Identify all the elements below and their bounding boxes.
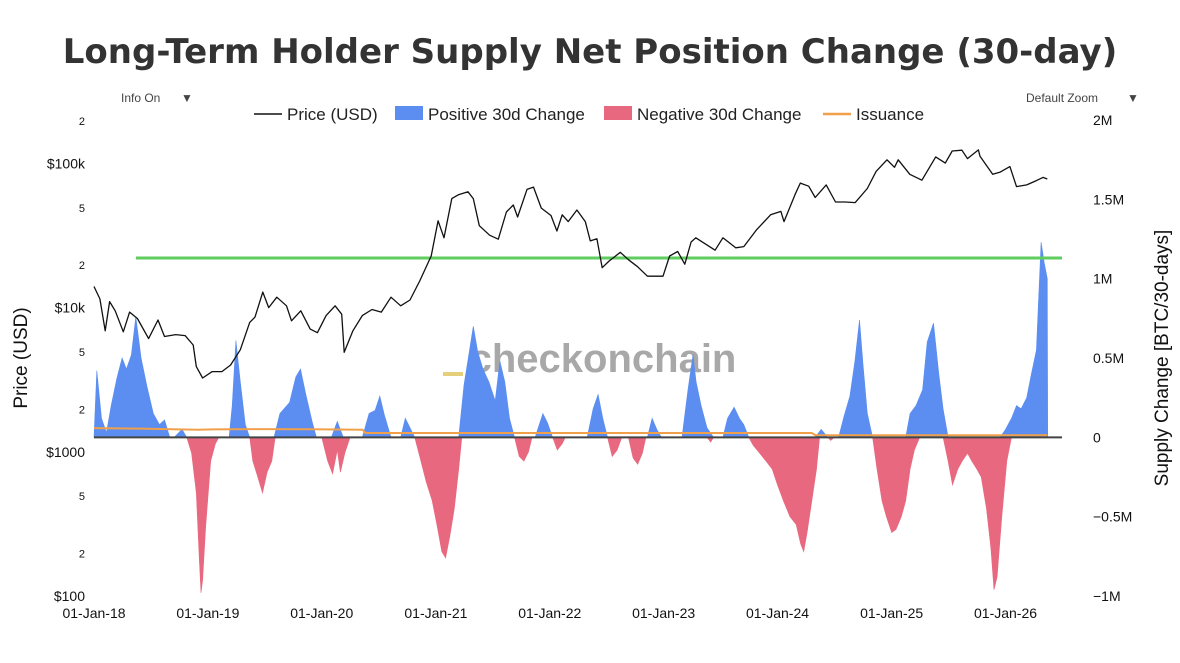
series-price-usd-line <box>93 149 1048 379</box>
x-tick-label: 01-Jan-21 <box>404 605 467 621</box>
y-axis-left: $100 2 5 $1000 2 5 $10k 2 5 $100k 2 <box>46 116 86 604</box>
zoom-control[interactable]: Default Zoom ▼ <box>1026 91 1139 105</box>
y-left-tick-label: $10k <box>55 300 86 316</box>
price-layer <box>93 149 1048 379</box>
y-axis-right-title: Supply Change [BTC/30-days] <box>1152 230 1173 487</box>
legend-item-price-usd[interactable]: Price (USD) <box>254 105 378 124</box>
x-tick-label: 01-Jan-20 <box>290 605 353 621</box>
y-axis-right: 2M 1.5M 1M 0.5M 0 −0.5M −1M <box>1093 112 1132 604</box>
y-right-tick-label: −1M <box>1093 588 1121 604</box>
y-right-tick-label: 1.5M <box>1093 191 1124 207</box>
zoom-label: Default Zoom <box>1026 91 1098 105</box>
y-left-tick-label: 5 <box>79 203 85 215</box>
y-left-tick-label: 2 <box>79 116 85 128</box>
y-left-tick-label: 5 <box>79 491 85 503</box>
x-tick-label: 01-Jan-23 <box>632 605 695 621</box>
legend-swatch <box>395 106 423 120</box>
chevron-down-icon: ▼ <box>181 91 193 105</box>
chart-title: Long-Term Holder Supply Net Position Cha… <box>63 32 1117 72</box>
x-tick-label: 01-Jan-26 <box>974 605 1037 621</box>
chevron-down-icon: ▼ <box>1127 91 1139 105</box>
y-left-tick-label: 2 <box>79 404 85 416</box>
legend-swatch <box>604 106 632 120</box>
y-left-tick-label: $1000 <box>46 444 85 460</box>
legend-item-positive-30d-change[interactable]: Positive 30d Change <box>395 105 585 124</box>
y-left-tick-label: 2 <box>79 260 85 272</box>
y-right-tick-label: 2M <box>1093 112 1112 128</box>
y-right-tick-label: 0 <box>1093 429 1101 445</box>
x-tick-label: 01-Jan-18 <box>62 605 125 621</box>
negative-change-layer <box>94 437 1012 593</box>
plot-area <box>93 149 1062 593</box>
watermark-logo-mark <box>443 372 463 376</box>
x-tick-label: 01-Jan-25 <box>860 605 923 621</box>
legend-label: Issuance <box>856 105 924 124</box>
legend: Price (USD) Positive 30d Change Negative 3… <box>254 105 924 124</box>
y-axis-left-title: Price (USD) <box>11 307 32 408</box>
legend-label: Price (USD) <box>287 105 378 124</box>
legend-label: Positive 30d Change <box>428 105 585 124</box>
y-left-tick-label: 5 <box>79 347 85 359</box>
legend-item-negative-30d-change[interactable]: Negative 30d Change <box>604 105 801 124</box>
y-right-tick-label: −0.5M <box>1093 509 1132 525</box>
watermark-text: checkonchain <box>470 337 737 381</box>
issuance-layer <box>93 427 1048 437</box>
x-tick-label: 01-Jan-22 <box>518 605 581 621</box>
series-negative-30d-change-area <box>94 437 1012 593</box>
info-toggle-control[interactable]: Info On ▼ <box>121 91 193 105</box>
legend-item-issuance[interactable]: Issuance <box>823 105 924 124</box>
x-tick-label: 01-Jan-19 <box>176 605 239 621</box>
x-axis: 01-Jan-18 01-Jan-19 01-Jan-20 01-Jan-21 01-J… <box>62 605 1037 621</box>
y-right-tick-label: 0.5M <box>1093 350 1124 366</box>
y-right-tick-label: 1M <box>1093 271 1112 287</box>
x-tick-label: 01-Jan-24 <box>746 605 809 621</box>
y-left-tick-label: $100 <box>54 588 85 604</box>
legend-label: Negative 30d Change <box>637 105 801 124</box>
y-left-tick-label: 2 <box>79 549 85 561</box>
series-issuance-line <box>93 427 1048 437</box>
info-toggle-label: Info On <box>121 91 160 105</box>
y-left-tick-label: $100k <box>47 155 86 171</box>
